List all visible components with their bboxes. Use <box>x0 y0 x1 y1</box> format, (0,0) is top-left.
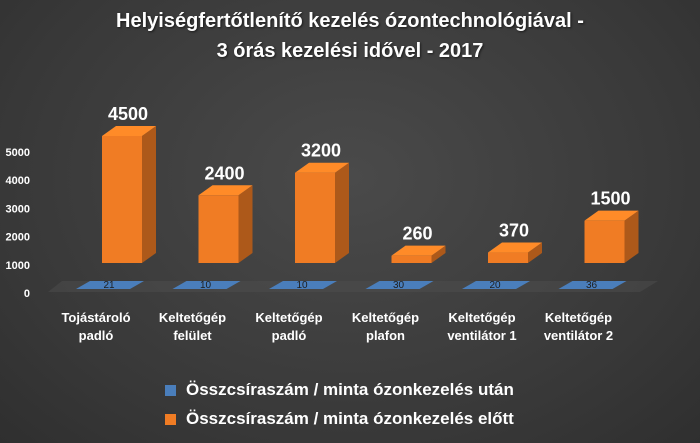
x-tick-label: padló <box>272 328 307 343</box>
data-label-after: 21 <box>103 280 115 291</box>
chart-title: Helyiségfertőtlenítő kezelés ózontechnol… <box>116 10 584 32</box>
bar-before-side <box>624 210 639 263</box>
bar-before-top <box>295 162 349 173</box>
bar-before-top <box>488 242 542 253</box>
x-tick-label: Tojástároló <box>61 310 130 325</box>
legend-item-after: Összcsíraszám / minta ózonkezelés után <box>165 380 514 400</box>
x-tick-label: Keltetőgép <box>545 310 612 325</box>
bar-before <box>198 195 239 263</box>
legend-swatch-after <box>165 384 176 396</box>
x-tick-label: ventilátor 1 <box>447 328 516 343</box>
data-label-after: 30 <box>393 280 405 291</box>
bar-before-side <box>142 126 156 263</box>
bar-after <box>269 281 337 289</box>
bar-before-side <box>431 245 446 263</box>
bar-before <box>488 252 528 263</box>
bar-before <box>584 220 625 263</box>
bar-before-side <box>335 162 349 263</box>
legend-swatch-before <box>165 413 176 425</box>
data-label-after: 10 <box>296 280 308 291</box>
x-tick-label: felület <box>173 328 212 343</box>
data-label-after: 36 <box>586 280 598 291</box>
y-tick-label: 5000 <box>6 147 30 159</box>
x-tick-label: Keltetőgép <box>159 310 226 325</box>
bar-before-top <box>102 126 156 136</box>
data-label-before: 3200 <box>301 141 341 161</box>
chart-subtitle: 3 órás kezelési idővel - 2017 <box>216 40 484 62</box>
data-label-after: 20 <box>489 280 501 291</box>
bar-after <box>558 281 627 289</box>
bar-before <box>102 136 142 263</box>
x-tick-label: padló <box>79 328 114 343</box>
legend-label-before: Összcsíraszám / minta ózonkezelés előtt <box>186 409 514 428</box>
x-tick-label: plafon <box>366 328 405 343</box>
bar-before-side <box>238 185 253 263</box>
bar-after <box>462 281 530 289</box>
data-label-before: 260 <box>402 224 432 244</box>
y-tick-label: 1000 <box>6 260 30 272</box>
bar-before-top <box>584 210 639 221</box>
data-label-before: 2400 <box>204 163 244 183</box>
bar-after <box>365 281 434 289</box>
bar-before <box>391 255 432 263</box>
bar-before <box>295 172 335 263</box>
bar-before-side <box>528 242 542 263</box>
data-label-before: 1500 <box>590 189 630 209</box>
y-tick-label: 2000 <box>6 232 30 244</box>
data-label-after: 10 <box>200 280 212 291</box>
legend-label-after: Összcsíraszám / minta ózonkezelés után <box>186 380 514 399</box>
legend-item-before: Összcsíraszám / minta ózonkezelés előtt <box>165 409 514 429</box>
x-tick-label: Keltetőgép <box>448 310 515 325</box>
y-tick-label: 3000 <box>6 203 30 215</box>
bar-before-top <box>198 185 253 196</box>
y-tick-label: 4000 <box>6 175 30 187</box>
x-tick-label: Keltetőgép <box>255 310 322 325</box>
bar-before-top <box>391 245 446 256</box>
bar-after <box>76 281 144 289</box>
data-label-before: 370 <box>499 221 529 241</box>
y-tick-label: 0 <box>24 288 30 300</box>
x-tick-label: ventilátor 2 <box>544 328 613 343</box>
data-label-before: 4500 <box>108 104 148 124</box>
bar-after <box>172 281 241 289</box>
x-tick-label: Keltetőgép <box>352 310 419 325</box>
